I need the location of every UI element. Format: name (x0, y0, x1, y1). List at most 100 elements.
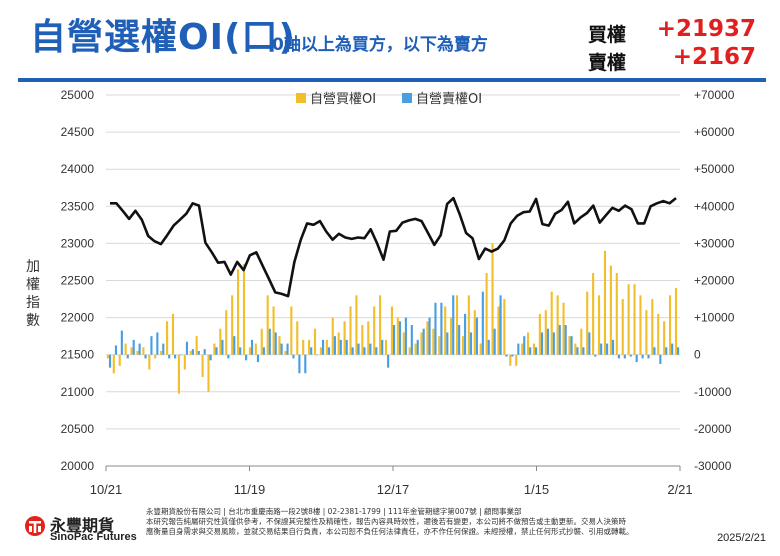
y-right-tick-label: +40000 (694, 199, 735, 213)
put-oi-bar (434, 302, 437, 355)
put-oi-bar (505, 354, 508, 357)
put-oi-bar (321, 339, 325, 355)
y-left-tick-label: 23000 (61, 236, 95, 250)
call-oi-bar (313, 328, 317, 355)
call-oi-bar (278, 336, 281, 355)
call-oi-bar (361, 325, 364, 355)
call-oi-bar (154, 354, 157, 359)
call-oi-bar (112, 354, 115, 374)
call-oi-bar (195, 336, 198, 355)
call-oi-bar (503, 299, 506, 355)
put-summary-label: 賣權 (588, 52, 627, 74)
call-oi-bar (171, 313, 175, 355)
put-oi-bar (606, 343, 609, 355)
put-oi-bar (132, 339, 135, 355)
call-oi-bar (491, 243, 494, 355)
call-oi-bar (148, 354, 151, 370)
call-oi-bar (580, 328, 583, 355)
put-oi-bar (535, 347, 538, 355)
call-oi-bar (473, 310, 476, 355)
put-oi-bar (250, 339, 254, 355)
call-oi-bar (284, 350, 287, 355)
put-oi-bar (629, 354, 632, 357)
call-oi-bar (219, 328, 222, 355)
call-oi-bar (432, 328, 435, 355)
call-oi-bar (308, 339, 311, 355)
call-oi-bar (526, 332, 530, 355)
put-oi-bar (446, 332, 449, 355)
put-oi-bar (671, 343, 674, 355)
call-oi-bar (615, 273, 618, 355)
y-right-tick-label: 0 (694, 348, 701, 362)
call-oi-bar (130, 347, 133, 355)
put-oi-bar (203, 349, 206, 355)
call-oi-bar (325, 339, 328, 355)
y-left-tick-label: 24000 (61, 162, 95, 176)
call-oi-bar (467, 295, 470, 355)
put-oi-bar (280, 343, 283, 355)
y-right-tick-label: +30000 (694, 236, 735, 250)
disclaimer-line-1: 本研究報告純屬研究性質僅供參考，不保證其完整性及精確性，報告內容具時效性，邇後若… (146, 517, 626, 526)
put-oi-bar (138, 343, 141, 355)
page-subtitle: 0軸以上為買方，以下為賣方 (272, 35, 488, 55)
call-oi-bar (455, 295, 459, 355)
put-oi-bar (452, 295, 455, 355)
put-oi-bar (120, 330, 123, 355)
put-oi-bar (333, 336, 336, 355)
put-oi-bar (150, 336, 153, 355)
put-oi-bar (357, 343, 360, 355)
y-left-tick-label: 21000 (61, 385, 95, 399)
put-oi-bar (617, 354, 620, 359)
call-oi-bar (319, 347, 322, 355)
call-oi-bar (621, 299, 624, 355)
call-oi-bar (118, 354, 121, 366)
call-oi-bar (420, 332, 423, 355)
legend-call-swatch (296, 93, 306, 103)
put-oi-bar (345, 339, 348, 355)
put-oi-bar (375, 347, 378, 355)
legend-put-swatch (402, 93, 412, 103)
call-oi-bar (592, 273, 595, 355)
call-oi-bar (402, 332, 405, 355)
call-oi-bar (272, 306, 275, 355)
put-oi-bar (517, 343, 520, 355)
call-oi-bar (497, 306, 500, 355)
call-oi-bar (343, 321, 346, 355)
put-oi-bar (316, 354, 319, 356)
call-oi-bar (373, 306, 376, 355)
y-right-tick-label: +50000 (694, 162, 735, 176)
y-right-tick-label: -10000 (694, 385, 732, 399)
put-oi-bar (215, 347, 218, 355)
y-left-tick-label: 25000 (61, 88, 95, 102)
call-oi-bar (603, 250, 607, 355)
y-left-tick-label: 24500 (61, 125, 95, 139)
put-oi-bar (239, 347, 242, 355)
put-oi-bar (351, 347, 354, 355)
call-oi-bar (302, 339, 305, 355)
put-oi-bar (611, 339, 615, 355)
put-oi-bar (481, 291, 484, 355)
call-oi-bar (231, 295, 234, 355)
y-left-tick-label: 22500 (61, 274, 95, 288)
put-oi-bar (464, 313, 467, 355)
call-oi-bar (367, 321, 370, 355)
put-oi-bar (185, 341, 189, 355)
sinopac-logo-icon (25, 516, 45, 536)
y-right-tick-label: +60000 (694, 125, 735, 139)
call-oi-bar (254, 343, 257, 355)
call-oi-bar (633, 284, 636, 355)
brand-name-english: SinoPac Futures (50, 531, 137, 543)
put-oi-bar (197, 350, 200, 355)
x-tick-label: 10/21 (90, 482, 123, 497)
call-oi-bar (266, 295, 269, 355)
y-right-tick-label: +70000 (694, 88, 735, 102)
call-oi-bar (668, 295, 672, 355)
put-oi-bar (416, 339, 419, 355)
put-oi-bar (393, 325, 396, 355)
put-oi-bar (600, 343, 603, 355)
put-oi-bar (588, 332, 591, 355)
call-summary-value: +21937 (656, 16, 756, 42)
call-oi-bar (414, 343, 417, 355)
call-oi-bar (207, 354, 210, 392)
call-oi-bar (379, 295, 382, 355)
